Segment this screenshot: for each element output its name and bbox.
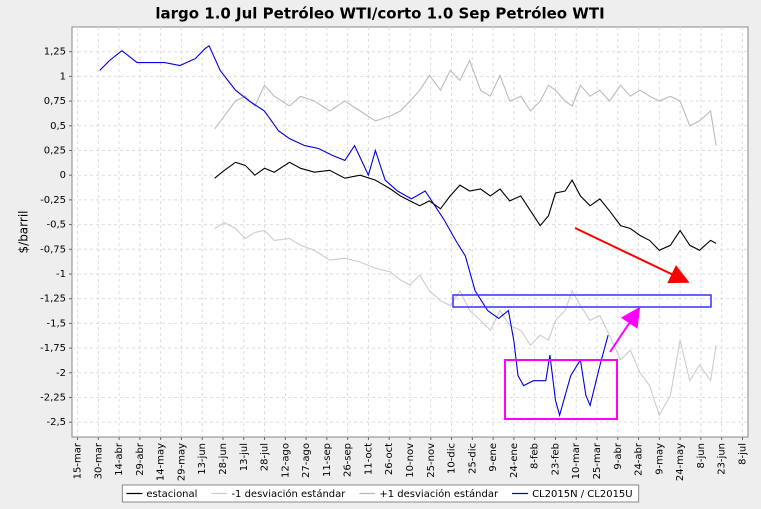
y-tick-label: -2: [56, 368, 66, 379]
y-tick-label: 0,75: [44, 96, 66, 107]
x-tick-label: 23-feb: [550, 443, 561, 475]
x-tick-label: 25-nov: [426, 443, 437, 478]
x-tick-label: 27-ago: [301, 443, 312, 478]
y-tick-label: 0,25: [44, 145, 66, 156]
x-tick-label: 29-abr: [135, 442, 146, 476]
y-tick-label: 0,5: [50, 121, 66, 132]
x-tick-label: 25-dic: [467, 443, 478, 474]
x-tick-label: 24-ene: [509, 443, 520, 478]
series-line: [214, 221, 717, 417]
x-tick-label: 8-jun: [696, 443, 707, 468]
y-tick-label: -1,25: [40, 294, 66, 305]
y-tick-label: -0,5: [46, 220, 66, 231]
x-tick-label: 29-may: [176, 443, 187, 481]
y-tick-label: 1: [60, 71, 66, 82]
y-tick-label: -1: [56, 269, 66, 280]
y-axis-label: $/barril: [17, 211, 31, 254]
x-tick-label: 14-abr: [114, 442, 125, 476]
x-tick-label: 10-mar: [571, 442, 582, 479]
x-tick-label: 23-jun: [717, 443, 728, 475]
y-tick-label: -2,5: [46, 417, 66, 428]
legend-label: CL2015N / CL2015U: [532, 489, 633, 500]
x-tick-label: 10-nov: [405, 443, 416, 478]
highlight-box: [452, 294, 712, 308]
series-line: [214, 161, 717, 251]
x-tick-label: 28-jul: [260, 443, 271, 471]
x-tick-label: 8-jul: [737, 443, 748, 465]
x-tick-label: 14-may: [156, 443, 167, 481]
legend: estacional -1 desviación estándar +1 desvi…: [121, 484, 640, 503]
grid: 1,25 1 0,75 0,5 0,25 0 -0,25 -0,5 -0,75 -1 -1,25 -1…: [40, 27, 748, 481]
y-tick-label: 0: [60, 170, 66, 181]
legend-box: [121, 484, 640, 503]
y-tick-label: -2,25: [40, 392, 66, 403]
x-tick-label: 26-sep: [343, 443, 354, 477]
x-tick-label: 26-oct: [384, 443, 395, 475]
x-tick-label: 15-mar: [73, 442, 84, 479]
x-tick-label: 9-ene: [488, 443, 499, 472]
x-tick-label: 13-jun: [197, 443, 208, 475]
x-tick-label: 10-dic: [447, 443, 458, 474]
x-tick-label: 24-may: [675, 443, 686, 481]
plot-lines: [99, 44, 717, 418]
x-tick-label: 12-ago: [280, 443, 291, 478]
y-tick-label: -1,5: [46, 318, 66, 329]
y-tick-label: -1,75: [40, 343, 66, 354]
x-tick-label: 8-feb: [530, 443, 541, 469]
y-tick-label: -0,25: [40, 195, 66, 206]
x-tick-label: 9-may: [654, 443, 665, 475]
series-line: [214, 59, 717, 146]
x-tick-label: 25-mar: [592, 442, 603, 479]
x-tick-label: 11-sep: [322, 443, 333, 477]
y-tick-label: -0,75: [40, 244, 66, 255]
chart-title: largo 1.0 Jul Petróleo WTI/corto 1.0 Sep…: [155, 5, 604, 23]
series-line: [99, 44, 609, 418]
x-tick-label: 11-oct: [363, 443, 374, 475]
annotations: [452, 227, 712, 420]
highlight-box: [504, 359, 618, 420]
x-tick-label: 28-jun: [218, 443, 229, 475]
x-tick-label: 9-abr: [613, 442, 624, 469]
x-tick-label: 30-mar: [93, 442, 104, 479]
legend-label: +1 desviación estándar: [379, 488, 499, 500]
x-tick-label: 24-abr: [634, 442, 645, 476]
arrow: [574, 227, 690, 284]
x-tick-label: 13-jul: [239, 443, 250, 471]
legend-label: -1 desviación estándar: [231, 488, 346, 500]
arrow: [609, 306, 641, 353]
legend-label: estacional: [146, 489, 197, 500]
y-tick-label: 1,25: [44, 47, 66, 58]
